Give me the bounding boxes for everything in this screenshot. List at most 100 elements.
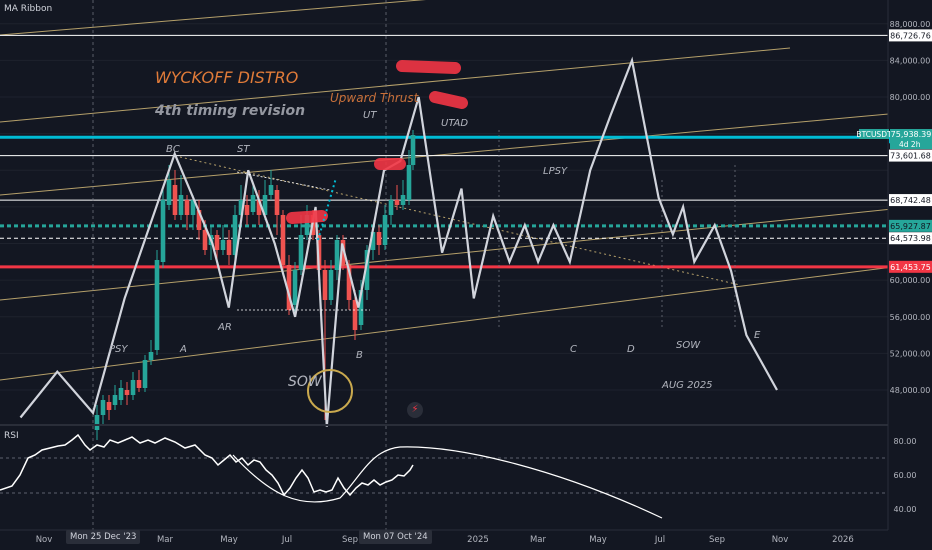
candle-body bbox=[232, 215, 238, 255]
time-tick: Mar bbox=[157, 535, 174, 545]
crosshair-date-right: Mon 07 Oct '24 bbox=[359, 530, 432, 544]
wyckoff-label: SOW bbox=[676, 340, 701, 351]
rsi-tick: 80.00 bbox=[894, 437, 917, 446]
time-tick: Sep bbox=[709, 535, 725, 545]
candle-body bbox=[376, 232, 382, 245]
time-tick: Nov bbox=[36, 535, 53, 545]
sow-circle bbox=[307, 369, 353, 413]
candle-body bbox=[262, 195, 268, 215]
wyckoff-label: PSY bbox=[109, 344, 128, 355]
candle-body bbox=[184, 200, 190, 215]
candle-body bbox=[112, 395, 118, 405]
rsi-label[interactable]: RSI bbox=[4, 431, 19, 441]
candle-body bbox=[238, 200, 244, 215]
candle-body bbox=[220, 240, 226, 250]
candle-body bbox=[328, 270, 334, 300]
candle-body bbox=[334, 240, 340, 270]
lightning-icon[interactable]: ⚡ bbox=[407, 402, 423, 418]
rsi-projection-curve bbox=[232, 446, 663, 519]
candle-body bbox=[196, 210, 202, 230]
svg-text:75,938.39: 75,938.39 bbox=[891, 130, 932, 139]
candle-body bbox=[346, 265, 352, 300]
rsi-tick: 60.00 bbox=[894, 471, 917, 480]
price-tick: 48,000.00 bbox=[890, 386, 931, 395]
candle-body bbox=[244, 205, 250, 215]
candle-body bbox=[250, 195, 256, 212]
candle-body bbox=[136, 380, 142, 388]
wyckoff-label: ST bbox=[237, 144, 250, 155]
candle-body bbox=[148, 352, 154, 360]
time-tick: 2025 bbox=[467, 535, 489, 545]
annotations: WYCKOFF DISTRO 4th timing revision Upward … bbox=[109, 68, 761, 391]
candle-body bbox=[304, 215, 310, 235]
wyckoff-label: E bbox=[754, 330, 761, 341]
svg-text:4d 2h: 4d 2h bbox=[899, 140, 921, 149]
level-label-6: 61,453.75 bbox=[890, 263, 931, 272]
time-tick: Sep bbox=[342, 535, 358, 545]
rsi-axis[interactable]: 80.00 60.00 40.00 bbox=[894, 437, 917, 514]
level-label-0: 86,726.76 bbox=[890, 31, 931, 40]
candle-body bbox=[94, 415, 100, 430]
candle-body bbox=[190, 200, 196, 215]
svg-text:BTCUSDT: BTCUSDT bbox=[856, 130, 892, 139]
candle-body bbox=[358, 290, 364, 325]
time-tick: Jul bbox=[654, 535, 665, 545]
wyckoff-label: D bbox=[627, 344, 635, 355]
candle-body bbox=[298, 235, 304, 270]
time-tick: Mar bbox=[530, 535, 547, 545]
level-label-5: 64,573.98 bbox=[890, 234, 931, 243]
wyckoff-label: UT bbox=[363, 110, 377, 121]
candle-body bbox=[292, 270, 298, 305]
price-tick: 52,000.00 bbox=[890, 349, 931, 358]
candle-body bbox=[214, 235, 220, 250]
price-axis[interactable]: 88,000.00 84,000.00 80,000.00 60,000.00 56,0… bbox=[890, 20, 931, 395]
price-tick: 60,000.00 bbox=[890, 276, 931, 285]
level-label-3: 68,742.48 bbox=[890, 196, 931, 205]
candle-body bbox=[100, 400, 106, 415]
candle-body bbox=[322, 270, 328, 300]
candle-body bbox=[388, 200, 394, 215]
candle-body bbox=[274, 190, 280, 215]
time-tick: 2026 bbox=[832, 535, 854, 545]
level-label-2: 73,601.68 bbox=[890, 152, 931, 161]
candle-body bbox=[280, 215, 286, 265]
upward-thrust-text: Upward Thrust bbox=[330, 91, 420, 105]
wyckoff-label: UTAD bbox=[441, 118, 468, 129]
price-tick: 80,000.00 bbox=[890, 93, 931, 102]
price-tick: 84,000.00 bbox=[890, 56, 931, 65]
candle-body bbox=[172, 185, 178, 215]
grid bbox=[0, 23, 888, 391]
projection-path bbox=[19, 56, 778, 427]
ma-ribbon-label[interactable]: MA Ribbon bbox=[4, 4, 53, 14]
wyckoff-label: BC bbox=[166, 144, 180, 155]
title-text: WYCKOFF DISTRO bbox=[155, 68, 298, 87]
cyan-dotted-arrow bbox=[317, 177, 337, 241]
candle-body bbox=[394, 200, 400, 205]
horizontal-levels bbox=[0, 34, 888, 269]
wyckoff-label: SOW bbox=[288, 374, 323, 390]
candle-body bbox=[142, 360, 148, 388]
time-tick: May bbox=[589, 535, 607, 545]
candle-body bbox=[410, 135, 416, 165]
rsi-tick: 40.00 bbox=[894, 505, 917, 514]
candle-body bbox=[286, 265, 292, 310]
rsi-line bbox=[0, 433, 414, 497]
candle-body bbox=[154, 260, 160, 350]
candle-body bbox=[352, 300, 358, 330]
candle-body bbox=[166, 180, 172, 205]
level-label-4: 65,927.87 bbox=[890, 222, 931, 231]
wyckoff-label: LPSY bbox=[543, 166, 568, 177]
ticker-tag: BTCUSDT 75,938.39 4d 2h bbox=[856, 129, 932, 149]
wyckoff-label: AR bbox=[217, 322, 232, 333]
candle-body bbox=[400, 195, 406, 205]
price-tick: 56,000.00 bbox=[890, 313, 931, 322]
candle-body bbox=[268, 185, 274, 195]
candle-body bbox=[340, 240, 346, 265]
wyckoff-label: C bbox=[570, 344, 577, 355]
candle-body bbox=[382, 215, 388, 245]
candle-body bbox=[202, 230, 208, 250]
dotted-trendline bbox=[179, 156, 741, 286]
candle-body bbox=[178, 195, 184, 215]
candle-body bbox=[364, 250, 370, 290]
